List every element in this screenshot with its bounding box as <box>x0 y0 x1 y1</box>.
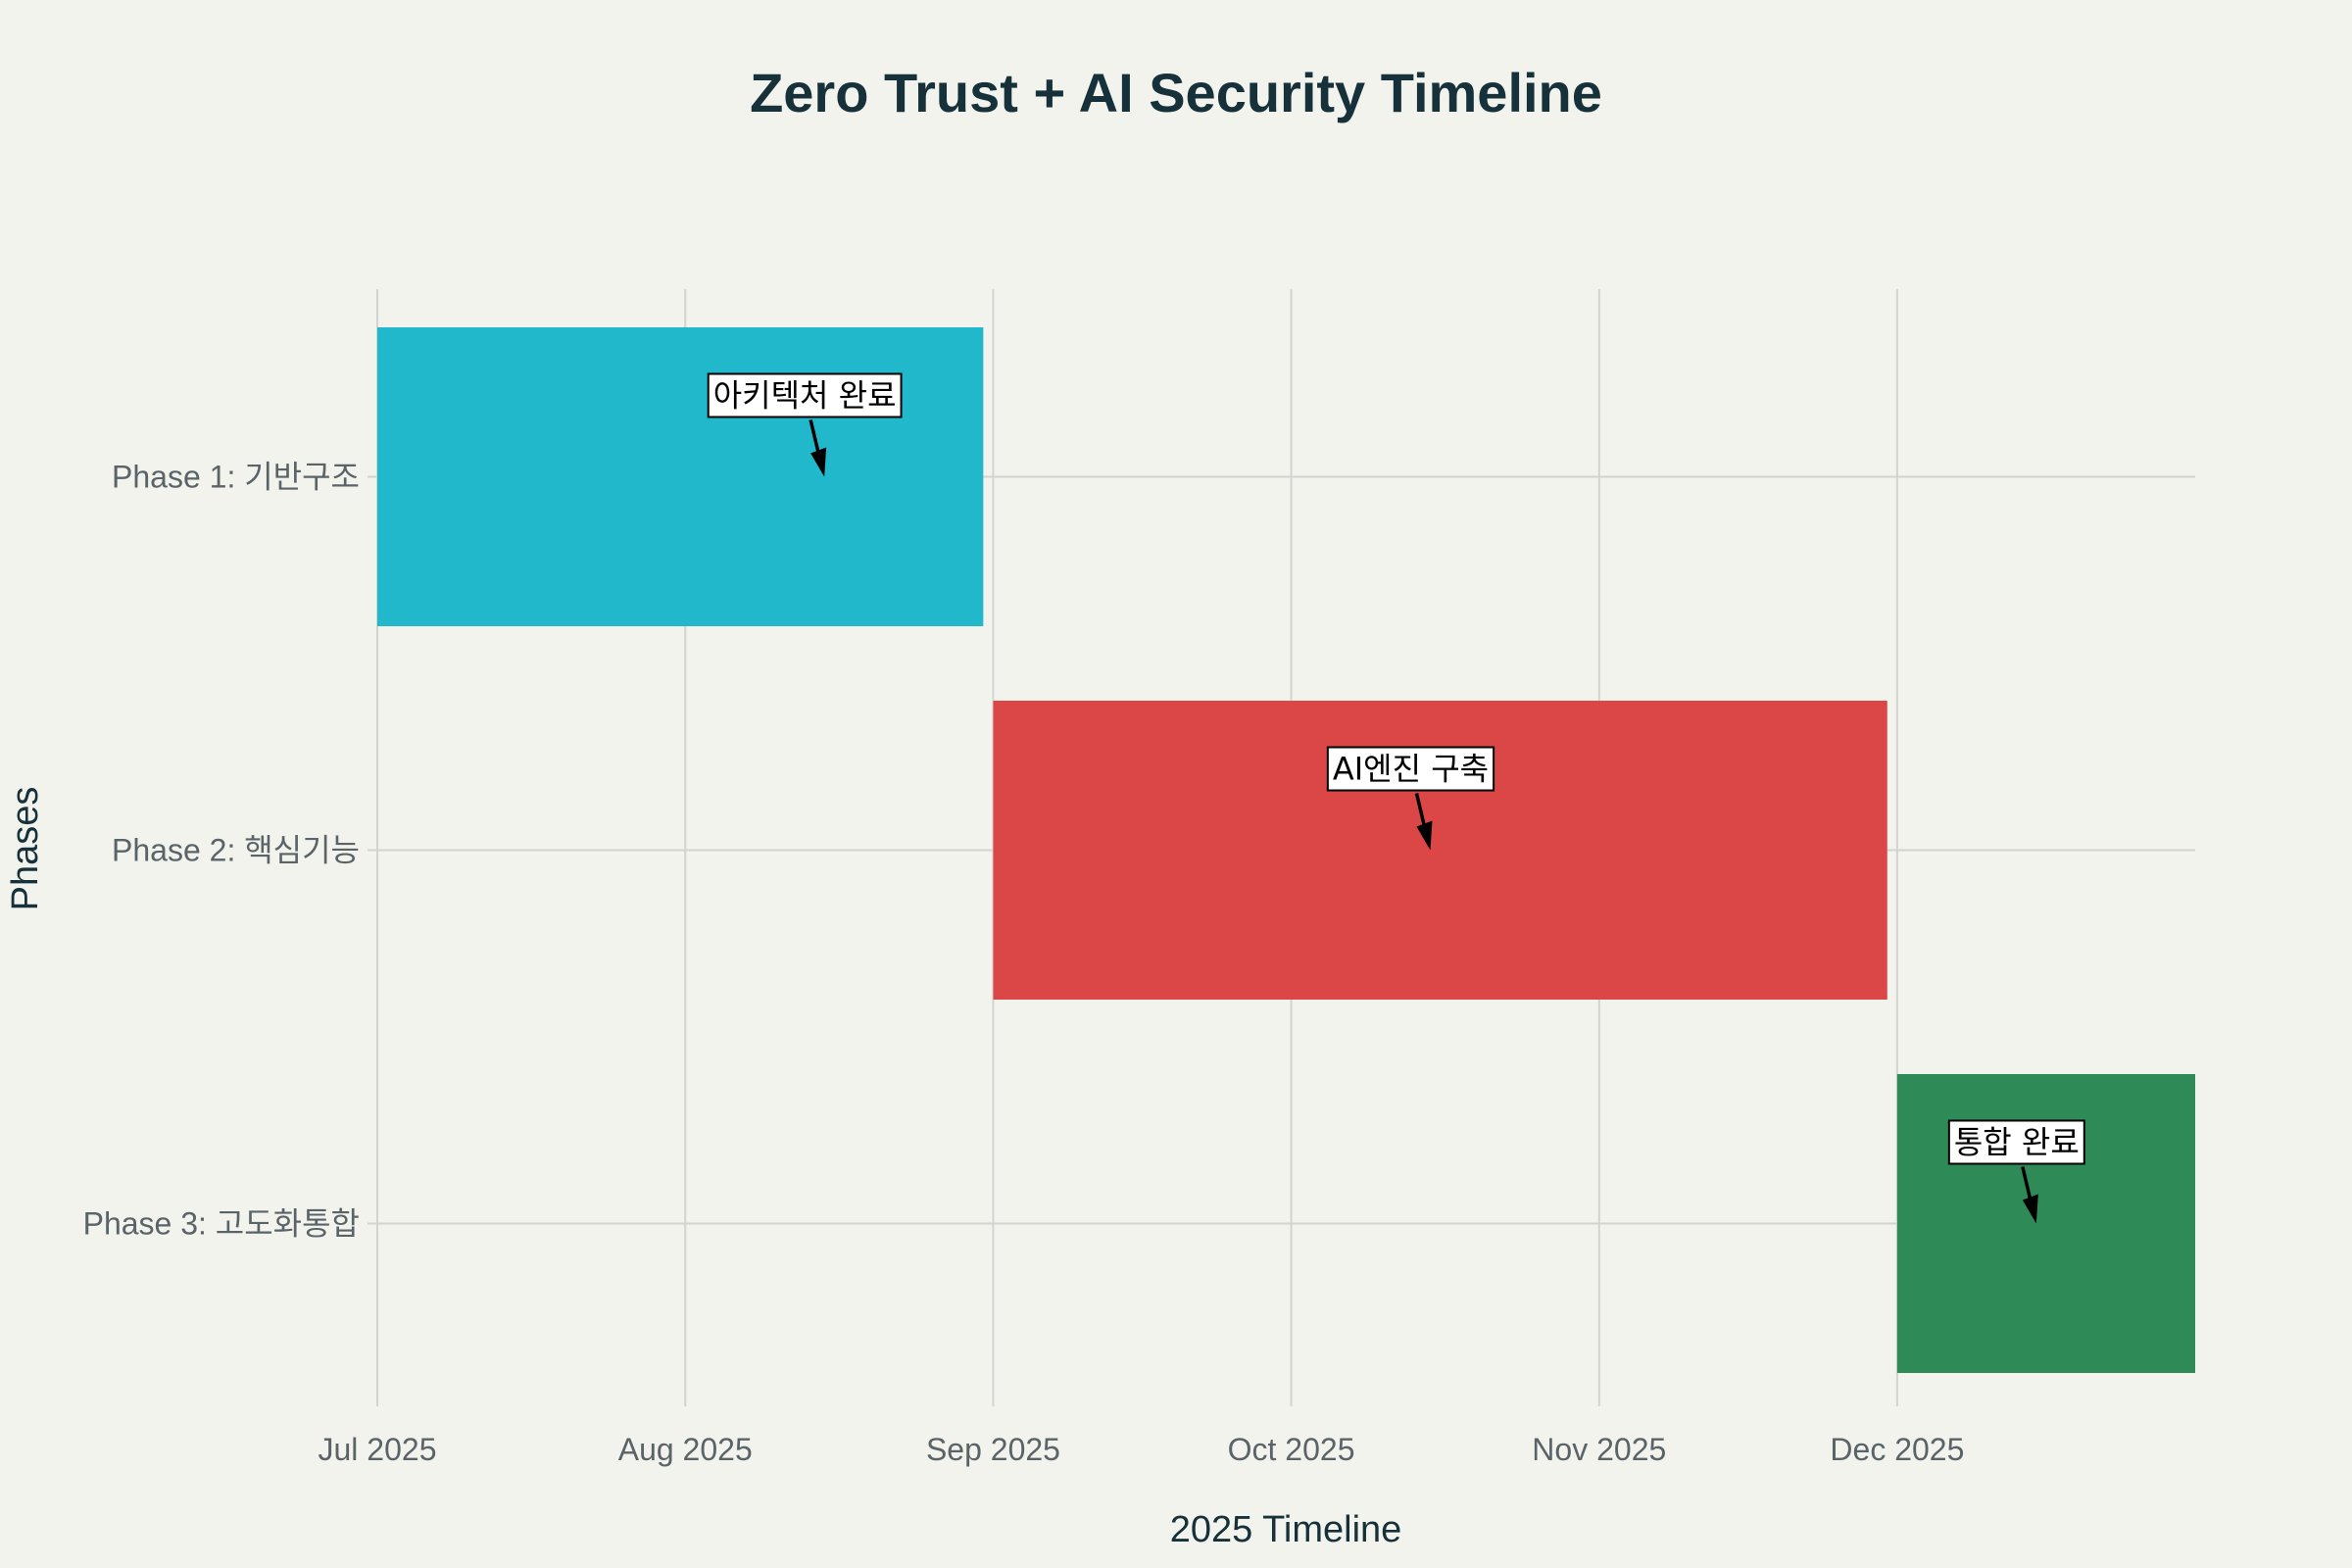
x-tick-label: Sep 2025 <box>926 1432 1060 1467</box>
chart-title: Zero Trust + AI Security Timeline <box>750 62 1602 123</box>
annotation-label: AI엔진 구축 <box>1333 751 1489 788</box>
gantt-bar <box>1896 1074 2195 1373</box>
annotation-arrowhead <box>810 447 827 477</box>
y-tick-label: Phase 3: 고도화통합 <box>83 1206 360 1242</box>
gantt-bar <box>377 327 984 626</box>
annotation-label: 아키텍처 완료 <box>713 377 897 415</box>
x-tick-label: Aug 2025 <box>618 1432 753 1467</box>
y-tick-label: Phase 1: 기반구조 <box>112 460 360 495</box>
x-tick-label: Jul 2025 <box>318 1432 437 1467</box>
y-tick-label: Phase 2: 핵심기능 <box>112 833 360 868</box>
x-tick-label: Nov 2025 <box>1532 1432 1666 1467</box>
y-axis-label: Phases <box>5 787 46 911</box>
tick-layer: Jul 2025 Aug 2025 Sep 2025 Oct 2025 Nov 2025… <box>83 460 1965 1468</box>
annotation-arrowhead <box>1416 820 1433 851</box>
gantt-bar <box>993 701 1887 1000</box>
annotation-arrowhead <box>2022 1194 2038 1224</box>
x-tick-label: Oct 2025 <box>1228 1432 1355 1467</box>
annotation-box <box>707 372 903 418</box>
annotation-box <box>1947 1119 2085 1165</box>
x-tick-label: Dec 2025 <box>1830 1432 1964 1467</box>
annotation-box <box>1326 746 1495 792</box>
annotation-label: 통합 완료 <box>1954 1124 2080 1161</box>
x-axis-label: 2025 Timeline <box>1170 1509 1402 1550</box>
